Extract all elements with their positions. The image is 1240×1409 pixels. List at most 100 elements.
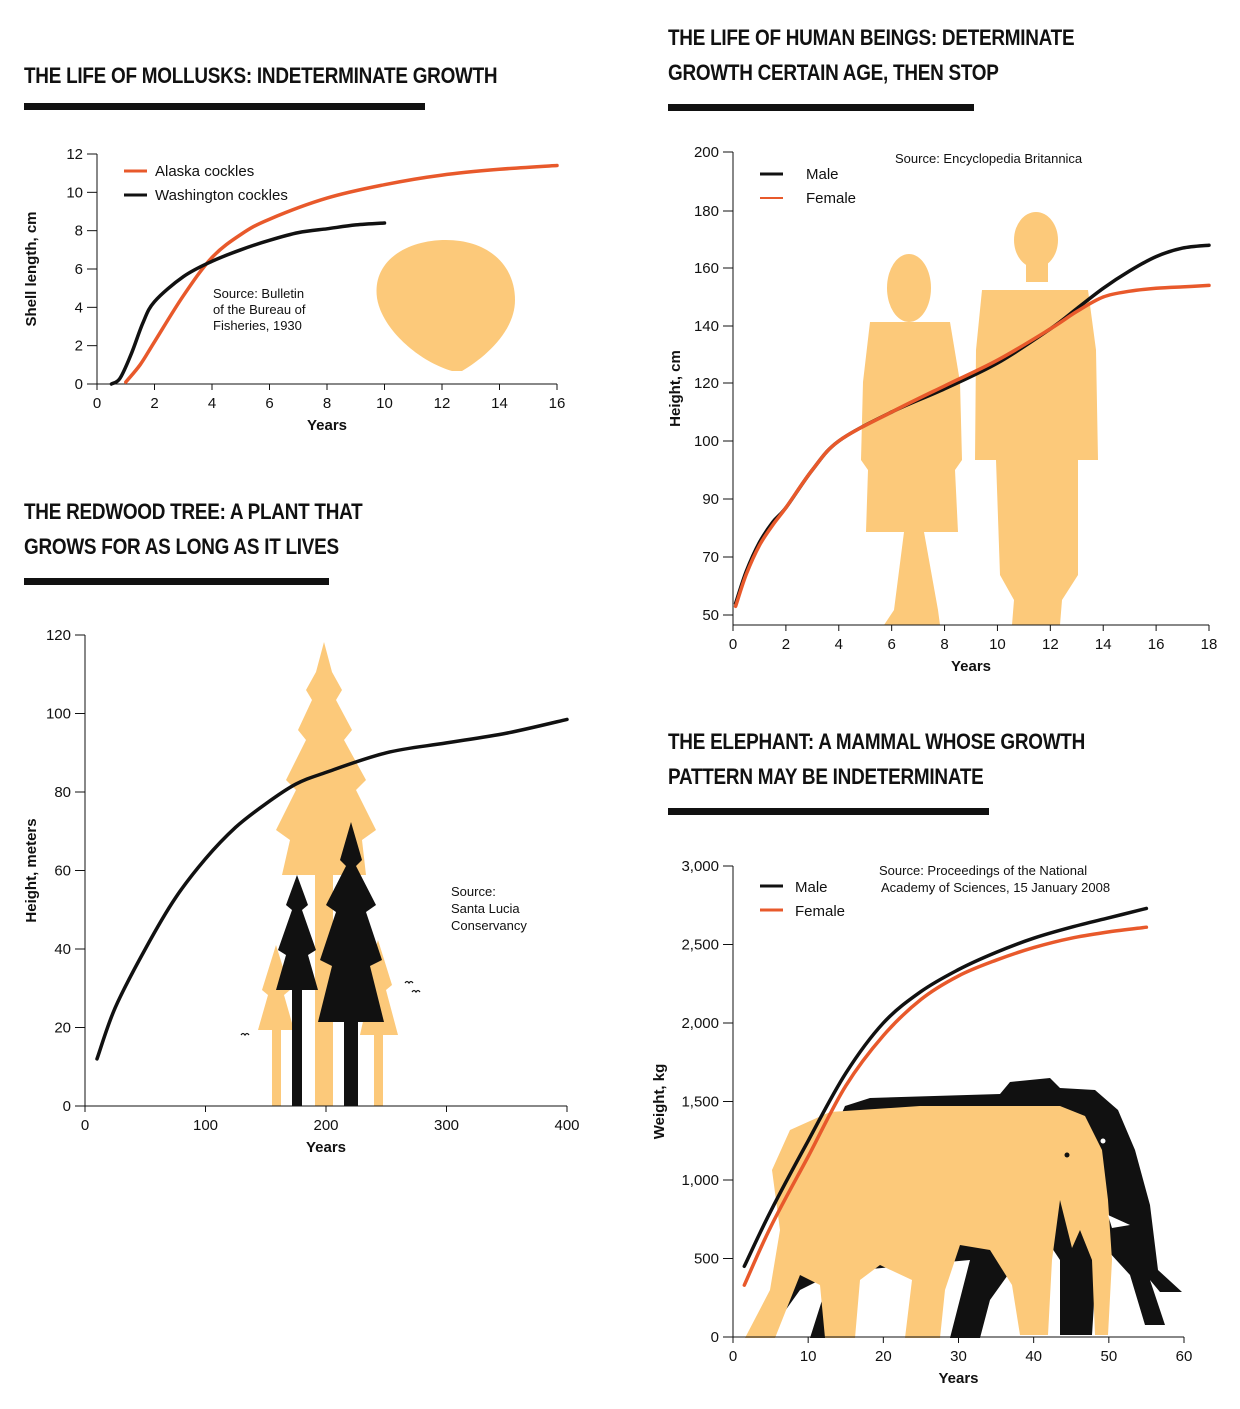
x-tick-label: 10 (989, 636, 1006, 653)
y-tick-label: 8 (75, 223, 83, 240)
y-tick-label: 200 (694, 144, 719, 161)
man-silhouette (975, 212, 1098, 625)
humans-series-line-female (733, 283, 1211, 609)
elephant-legend: Male Female (760, 879, 845, 920)
y-tick-label: 3,000 (681, 858, 719, 875)
y-tick-label: 6 (75, 261, 83, 278)
x-tick-label: 16 (549, 395, 566, 412)
y-tick-label: 140 (694, 318, 719, 335)
y-tick-label: 40 (54, 941, 71, 958)
x-tick-label: 14 (491, 395, 508, 412)
humans-title-rule (668, 104, 974, 111)
y-tick-label: 100 (694, 433, 719, 450)
x-tick-label: 6 (265, 395, 273, 412)
y-tick-label: 10 (66, 184, 83, 201)
y-tick-label: 0 (75, 376, 83, 393)
elephant-source-line-1: Source: Proceedings of the National (879, 863, 1087, 878)
humans-x-axis-label: Years (951, 658, 991, 675)
y-tick-label: 180 (694, 203, 719, 220)
y-tick-label: 2 (75, 338, 83, 355)
x-tick-label: 2 (150, 395, 158, 412)
mollusks-source-line-3: Fisheries, 1930 (213, 318, 302, 333)
redwood-title-line-1: THE REDWOOD TREE: A PLANT THAT (24, 499, 363, 524)
redwood-source: Source: Santa Lucia Conservancy (451, 884, 527, 933)
woman-silhouette (861, 254, 962, 625)
elephant-source: Source: Proceedings of the National Acad… (879, 863, 1110, 895)
mollusks-title: THE LIFE OF MOLLUSKS: INDETERMINATE GROW… (24, 63, 498, 88)
redwood-source-line-1: Source: (451, 884, 496, 899)
y-tick-label: 80 (54, 784, 71, 801)
humans-title-line-2: GROWTH CERTAIN AGE, THEN STOP (668, 60, 999, 85)
elephant-illustration (745, 1078, 1182, 1338)
x-tick-label: 2 (782, 636, 790, 653)
mollusks-legend: Alaska cockles Washington cockles (124, 163, 288, 204)
redwood-trees-illustration (240, 642, 421, 1106)
mollusks-y-axis-label: Shell length, cm (23, 211, 40, 326)
legend-label-washington: Washington cockles (155, 187, 288, 204)
mollusks-source: Source: Bulletin of the Bureau of Fisher… (213, 286, 306, 333)
x-tick-label: 6 (887, 636, 895, 653)
y-tick-label: 12 (66, 146, 83, 163)
x-tick-label: 14 (1095, 636, 1112, 653)
y-tick-label: 1,000 (681, 1172, 719, 1189)
legend-label-male: Male (795, 879, 828, 896)
legend-label-male: Male (806, 166, 839, 183)
x-tick-label: 40 (1025, 1348, 1042, 1365)
redwood-source-line-2: Santa Lucia (451, 901, 520, 916)
redwood-series-line-0 (95, 717, 569, 1061)
elephant-title-line-1: THE ELEPHANT: A MAMMAL WHOSE GROWTH (668, 729, 1086, 754)
shell-silhouette (376, 240, 515, 371)
mollusks-series-line-washington-cockles (109, 221, 387, 386)
x-tick-label: 200 (313, 1117, 338, 1134)
elephant-title-line-2: PATTERN MAY BE INDETERMINATE (668, 764, 984, 789)
y-tick-label: 160 (694, 260, 719, 277)
redwood-title-line-2: GROWS FOR AS LONG AS IT LIVES (24, 534, 339, 559)
x-tick-label: 8 (323, 395, 331, 412)
y-tick-label: 60 (54, 863, 71, 880)
x-tick-label: 12 (434, 395, 451, 412)
x-tick-label: 10 (800, 1348, 817, 1365)
y-tick-label: 0 (711, 1329, 719, 1346)
redwood-source-line-3: Conservancy (451, 918, 527, 933)
y-tick-label: 0 (63, 1098, 71, 1115)
humans-source: Source: Encyclopedia Britannica (895, 151, 1083, 166)
x-tick-label: 18 (1201, 636, 1218, 653)
redwood-title-rule (24, 578, 329, 585)
x-tick-label: 0 (729, 636, 737, 653)
x-tick-label: 4 (208, 395, 216, 412)
mollusks-title-rule (24, 103, 425, 110)
x-tick-label: 50 (1100, 1348, 1117, 1365)
x-tick-label: 60 (1176, 1348, 1193, 1365)
x-tick-label: 16 (1148, 636, 1165, 653)
mollusks-x-axis-label: Years (307, 417, 347, 434)
x-tick-label: 30 (950, 1348, 967, 1365)
redwood-x-axis-label: Years (306, 1139, 346, 1156)
legend-label-female: Female (806, 190, 856, 207)
mollusks-source-line-2: of the Bureau of (213, 302, 306, 317)
y-tick-label: 120 (46, 627, 71, 644)
x-tick-label: 300 (434, 1117, 459, 1134)
y-tick-label: 1,500 (681, 1094, 719, 1111)
y-tick-label: 20 (54, 1020, 71, 1037)
x-tick-label: 20 (875, 1348, 892, 1365)
x-tick-label: 12 (1042, 636, 1059, 653)
legend-label-female: Female (795, 903, 845, 920)
x-tick-label: 0 (93, 395, 101, 412)
redwood-y-axis-label: Height, meters (23, 818, 40, 922)
x-tick-label: 0 (729, 1348, 737, 1365)
y-tick-label: 70 (702, 549, 719, 566)
humans-y-axis-label: Height, cm (667, 350, 684, 427)
mollusks-source-line-1: Source: Bulletin (213, 286, 304, 301)
y-tick-label: 50 (702, 607, 719, 624)
y-tick-label: 100 (46, 706, 71, 723)
elephant-source-line-2: Academy of Sciences, 15 January 2008 (881, 880, 1110, 895)
legend-label-alaska: Alaska cockles (155, 163, 254, 180)
x-tick-label: 0 (81, 1117, 89, 1134)
elephant-y-axis-label: Weight, kg (651, 1064, 668, 1140)
humans-series-line-male (733, 243, 1211, 606)
elephant-title-rule (668, 808, 989, 815)
x-tick-label: 4 (835, 636, 843, 653)
